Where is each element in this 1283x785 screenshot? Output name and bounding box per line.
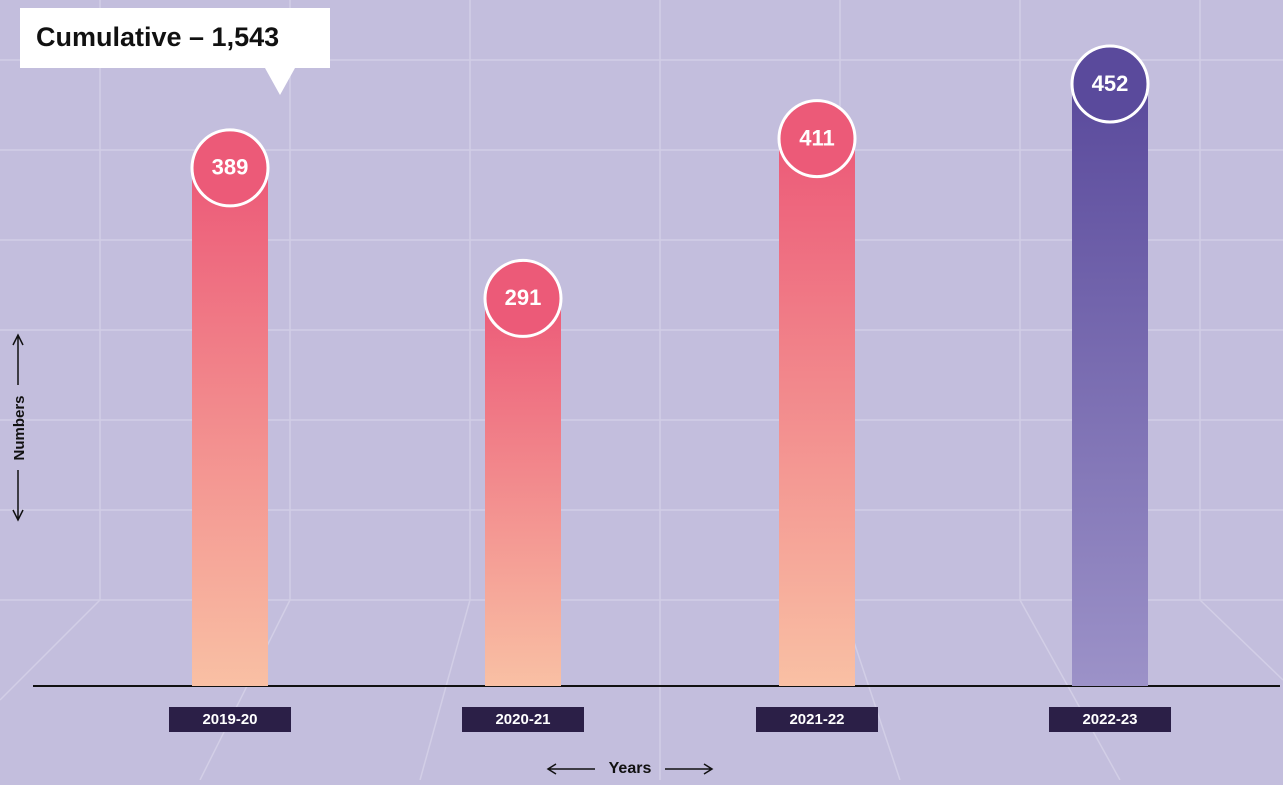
bar bbox=[779, 138, 855, 686]
x-axis-label: Years bbox=[609, 760, 652, 777]
annotation-callout: Cumulative – 1,543 bbox=[20, 8, 330, 95]
x-axis-arrows bbox=[546, 763, 714, 775]
category-box bbox=[169, 707, 291, 732]
x-tick-label: 2019-20 bbox=[202, 711, 257, 728]
value-label: 452 bbox=[1092, 71, 1129, 96]
annotation: Cumulative – 1,543 bbox=[36, 22, 279, 52]
value-label: 291 bbox=[505, 285, 542, 310]
y-axis-label-group: Numbers bbox=[11, 333, 28, 522]
value-badge bbox=[1070, 44, 1150, 124]
category-box bbox=[462, 707, 584, 732]
y-axis-label: Numbers bbox=[11, 395, 28, 460]
callout-box bbox=[20, 8, 330, 95]
value-badge bbox=[777, 99, 857, 179]
x-tick-label: 2020-21 bbox=[495, 711, 550, 728]
y-axis-arrows bbox=[12, 333, 24, 522]
x-tick-label: 2021-22 bbox=[789, 711, 844, 728]
category-box bbox=[756, 707, 878, 732]
bar bbox=[192, 167, 268, 686]
value-label: 411 bbox=[799, 125, 835, 150]
x-tick-label: 2022-23 bbox=[1082, 711, 1137, 728]
value-badge bbox=[483, 258, 563, 338]
bar bbox=[485, 298, 561, 686]
bar bbox=[1072, 84, 1148, 686]
category-box bbox=[1049, 707, 1171, 732]
value-label: 389 bbox=[212, 155, 249, 180]
value-badge bbox=[190, 128, 270, 208]
x-axis-label-group: Years bbox=[546, 760, 714, 777]
